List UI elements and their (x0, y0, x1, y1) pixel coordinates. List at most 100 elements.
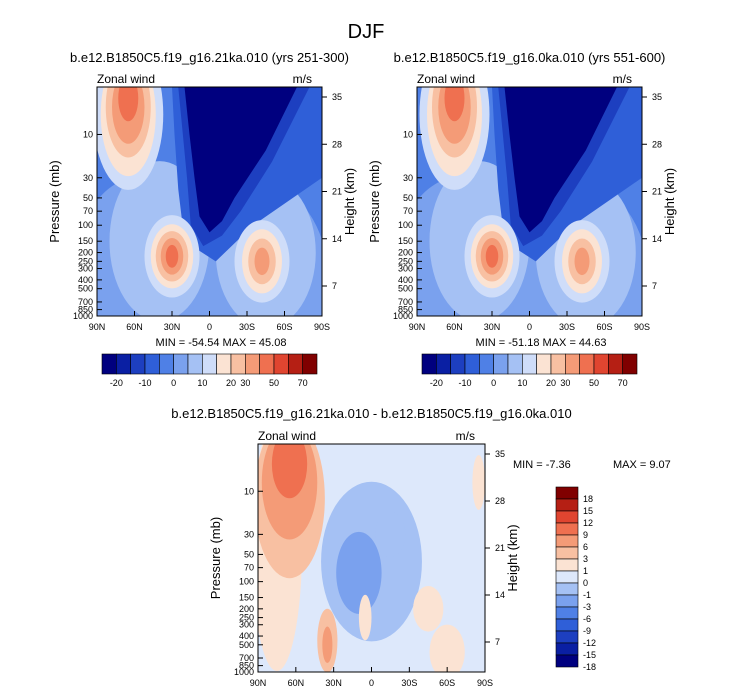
colorbar-swatch (493, 353, 509, 375)
colorbar-swatch (555, 582, 579, 596)
plot-area (417, 87, 642, 316)
contour-fill (165, 244, 179, 268)
colorbar-label: -1 (583, 590, 591, 600)
y-tick-label: 250 (398, 256, 413, 266)
colorbar-swatch (608, 353, 623, 375)
colorbar-label: -6 (583, 614, 591, 624)
colorbar-label: -3 (583, 602, 591, 612)
contour-fill (254, 247, 270, 276)
colorbar-swatch (555, 498, 579, 512)
colorbar-swatch (555, 534, 579, 548)
plot-area (97, 87, 322, 316)
y-tick-label: 500 (239, 640, 254, 650)
colorbar-swatch (450, 353, 466, 375)
height-tick-label: 35 (495, 449, 505, 459)
colorbar-swatch (555, 522, 579, 536)
colorbar-swatch (555, 642, 579, 656)
panel-right-label: m/s (613, 72, 632, 86)
y-axis-label: Pressure (mb) (367, 160, 382, 242)
y-tick-label: 70 (244, 563, 254, 573)
y-tick-label: 300 (78, 264, 93, 274)
colorbar-label: -18 (583, 662, 596, 672)
colorbar-label: 50 (269, 378, 279, 388)
contour-fill (413, 586, 444, 632)
contour-fill (271, 444, 308, 499)
y-tick-label: 50 (244, 549, 254, 559)
colorbar-swatch (230, 353, 246, 375)
colorbar-swatch (579, 353, 595, 375)
colorbar-swatch (555, 618, 579, 632)
min-label: MIN = -54.54 (156, 337, 220, 349)
colorbar-label: 30 (240, 378, 250, 388)
y-tick-label: 30 (83, 173, 93, 183)
colorbar-label: 6 (583, 542, 588, 552)
colorbar-label: 0 (583, 578, 588, 588)
x-tick-label: 60S (276, 322, 292, 332)
y-tick-label: 30 (403, 173, 413, 183)
y-tick-label: 400 (398, 275, 413, 285)
contour-fill (574, 247, 590, 276)
colorbar-label: 70 (618, 378, 628, 388)
x-tick-label: 0 (527, 322, 532, 332)
colorbar-label: 9 (583, 530, 588, 540)
y-tick-label: 150 (78, 236, 93, 246)
colorbar-label: -10 (458, 378, 471, 388)
height-tick-label: 28 (332, 139, 342, 149)
y-tick-label: 100 (398, 220, 413, 230)
y-tick-label: 1000 (393, 311, 413, 321)
colorbar-swatch (144, 353, 160, 375)
y-tick-label: 300 (239, 620, 254, 630)
max-label: MAX = 45.08 (223, 337, 287, 349)
contour-fill (322, 626, 333, 664)
colorbar-swatch (555, 558, 579, 572)
right-axis-label: Height (km) (662, 168, 677, 235)
right-axis-label: Height (km) (505, 524, 520, 591)
plot-area (258, 444, 485, 672)
colorbar-swatch (173, 353, 189, 375)
height-tick-label: 21 (495, 543, 505, 553)
x-tick-label: 60N (126, 322, 143, 332)
height-tick-label: 28 (652, 139, 662, 149)
contour-fill (118, 87, 139, 122)
y-tick-label: 70 (83, 206, 93, 216)
x-tick-label: 30N (164, 322, 181, 332)
colorbar-swatch (187, 353, 203, 375)
colorbar-swatch (507, 353, 523, 375)
height-tick-label: 14 (495, 590, 505, 600)
panel-title: b.e12.B1850C5.f19_g16.21ka.010 - b.e12.B… (171, 406, 571, 421)
colorbar-swatch (593, 353, 609, 375)
colorbar-label: -9 (583, 626, 591, 636)
y-tick-label: 700 (78, 297, 93, 307)
y-tick-label: 1000 (73, 311, 93, 321)
height-tick-label: 7 (652, 281, 657, 291)
y-tick-label: 400 (239, 631, 254, 641)
height-tick-label: 14 (332, 234, 342, 244)
contour-fill (485, 244, 499, 268)
colorbar-label: 30 (560, 378, 570, 388)
x-tick-label: 0 (369, 678, 374, 688)
colorbar-label: -12 (583, 638, 596, 648)
y-tick-label: 30 (244, 529, 254, 539)
colorbar-label: -20 (110, 378, 123, 388)
y-tick-label: 700 (239, 653, 254, 663)
x-tick-label: 60N (288, 678, 305, 688)
contour-fill (358, 594, 372, 641)
colorbar-label: -15 (583, 650, 596, 660)
y-tick-label: 500 (78, 284, 93, 294)
height-tick-label: 21 (652, 187, 662, 197)
y-tick-label: 10 (83, 129, 93, 139)
colorbar-swatch (555, 546, 579, 560)
height-tick-label: 28 (495, 496, 505, 506)
colorbar-swatch (216, 353, 232, 375)
right-axis-label: Height (km) (342, 168, 357, 235)
y-tick-label: 700 (398, 297, 413, 307)
panel-left-label: Zonal wind (97, 72, 155, 86)
x-tick-label: 30S (401, 678, 417, 688)
y-tick-label: 300 (398, 264, 413, 274)
y-tick-label: 150 (398, 236, 413, 246)
contour-fill (444, 87, 465, 122)
x-tick-label: 60N (446, 322, 463, 332)
y-tick-label: 250 (239, 613, 254, 623)
height-tick-label: 35 (332, 92, 342, 102)
colorbar-swatch (622, 353, 638, 375)
